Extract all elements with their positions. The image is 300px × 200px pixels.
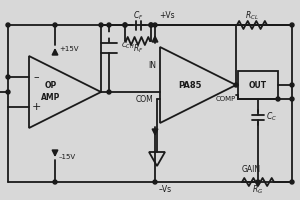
- Text: –: –: [33, 72, 39, 82]
- Text: +: +: [31, 102, 41, 112]
- Circle shape: [153, 180, 157, 184]
- Circle shape: [123, 23, 127, 27]
- Circle shape: [276, 97, 280, 101]
- Circle shape: [149, 23, 153, 27]
- Text: –Vs: –Vs: [159, 185, 172, 194]
- Circle shape: [149, 23, 153, 27]
- Bar: [238, 71, 278, 99]
- Text: IN: IN: [148, 62, 156, 71]
- Text: +Vs: +Vs: [159, 11, 175, 20]
- Circle shape: [290, 23, 294, 27]
- Text: OP: OP: [45, 80, 57, 90]
- Text: $C_C$: $C_C$: [266, 111, 277, 123]
- Circle shape: [290, 83, 294, 87]
- Text: –15V: –15V: [59, 154, 76, 160]
- Text: $R_{CL}$: $R_{CL}$: [245, 10, 259, 22]
- Text: $R_G$: $R_G$: [252, 184, 264, 196]
- Circle shape: [290, 180, 294, 184]
- Circle shape: [123, 23, 127, 27]
- Text: $C_{CH}$: $C_{CH}$: [121, 41, 135, 51]
- Circle shape: [107, 23, 111, 27]
- Circle shape: [256, 180, 260, 184]
- Circle shape: [99, 23, 103, 27]
- Circle shape: [107, 90, 111, 94]
- Text: PA85: PA85: [178, 80, 202, 90]
- Text: $R_F$: $R_F$: [133, 43, 143, 55]
- Text: OUT: OUT: [249, 80, 267, 90]
- Text: COMP: COMP: [216, 96, 236, 102]
- Circle shape: [6, 23, 10, 27]
- Circle shape: [6, 75, 10, 79]
- Text: $C_F$: $C_F$: [133, 10, 143, 22]
- Circle shape: [153, 23, 157, 27]
- Text: AMP: AMP: [41, 92, 61, 102]
- Text: GAIN: GAIN: [242, 166, 261, 174]
- Circle shape: [234, 83, 238, 87]
- Circle shape: [53, 23, 57, 27]
- Circle shape: [6, 90, 10, 94]
- Text: COM: COM: [135, 95, 153, 104]
- Text: +15V: +15V: [59, 46, 79, 52]
- Circle shape: [290, 97, 294, 101]
- Circle shape: [53, 180, 57, 184]
